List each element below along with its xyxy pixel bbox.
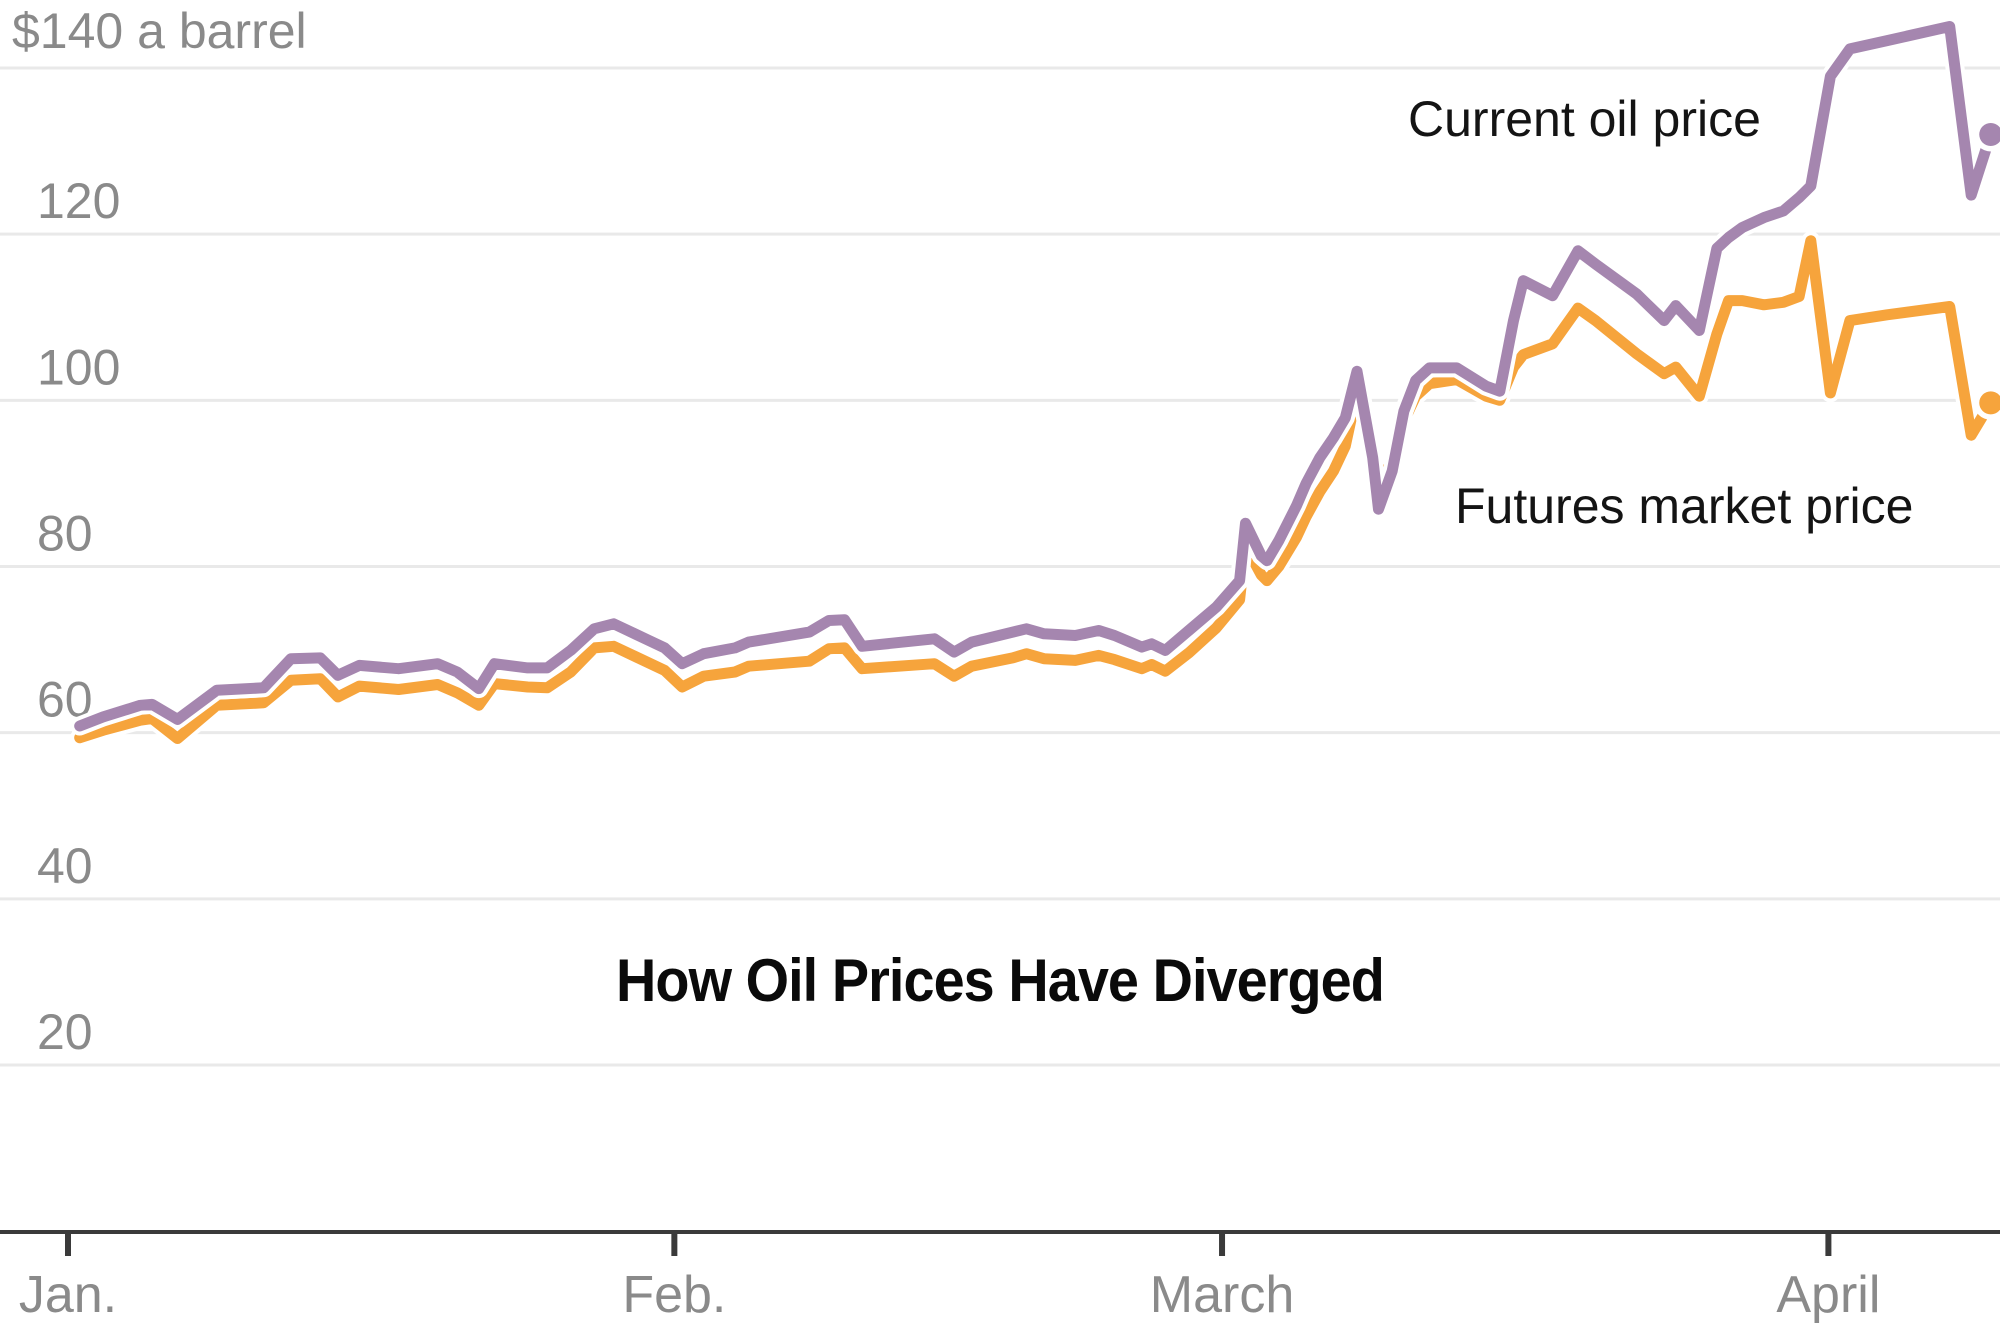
x-tick-label-March: March [1150, 1266, 1294, 1324]
end-dot-futures-market-price [1979, 391, 2000, 415]
x-tick-label-April: April [1776, 1266, 1880, 1324]
y-tick-label-40: 40 [37, 838, 93, 894]
x-tick-March [1219, 1230, 1226, 1256]
line-current-oil-price [74, 21, 1997, 732]
series-label-current-oil-price: Current oil price [1408, 91, 1761, 147]
chart-title: How Oil Prices Have Diverged [616, 947, 1385, 1014]
y-axis-unit-label: $140 a barrel [12, 3, 307, 59]
line-futures-market-price [74, 235, 1997, 744]
x-tick-Jan [65, 1230, 71, 1256]
y-tick-label-100: 100 [37, 339, 120, 395]
x-tick-April [1825, 1230, 1832, 1256]
x-tick-label-Feb: Feb. [622, 1266, 726, 1324]
y-tick-label-80: 80 [37, 506, 93, 562]
y-tick-label-120: 120 [37, 173, 120, 229]
end-dot-current-oil-price [1979, 122, 2000, 146]
x-tick-label-Jan: Jan. [19, 1266, 117, 1324]
x-axis-line [0, 1230, 2000, 1234]
y-tick-label-20: 20 [37, 1004, 93, 1060]
x-tick-Feb [671, 1230, 678, 1256]
series-label-futures-market-price: Futures market price [1455, 478, 1914, 534]
